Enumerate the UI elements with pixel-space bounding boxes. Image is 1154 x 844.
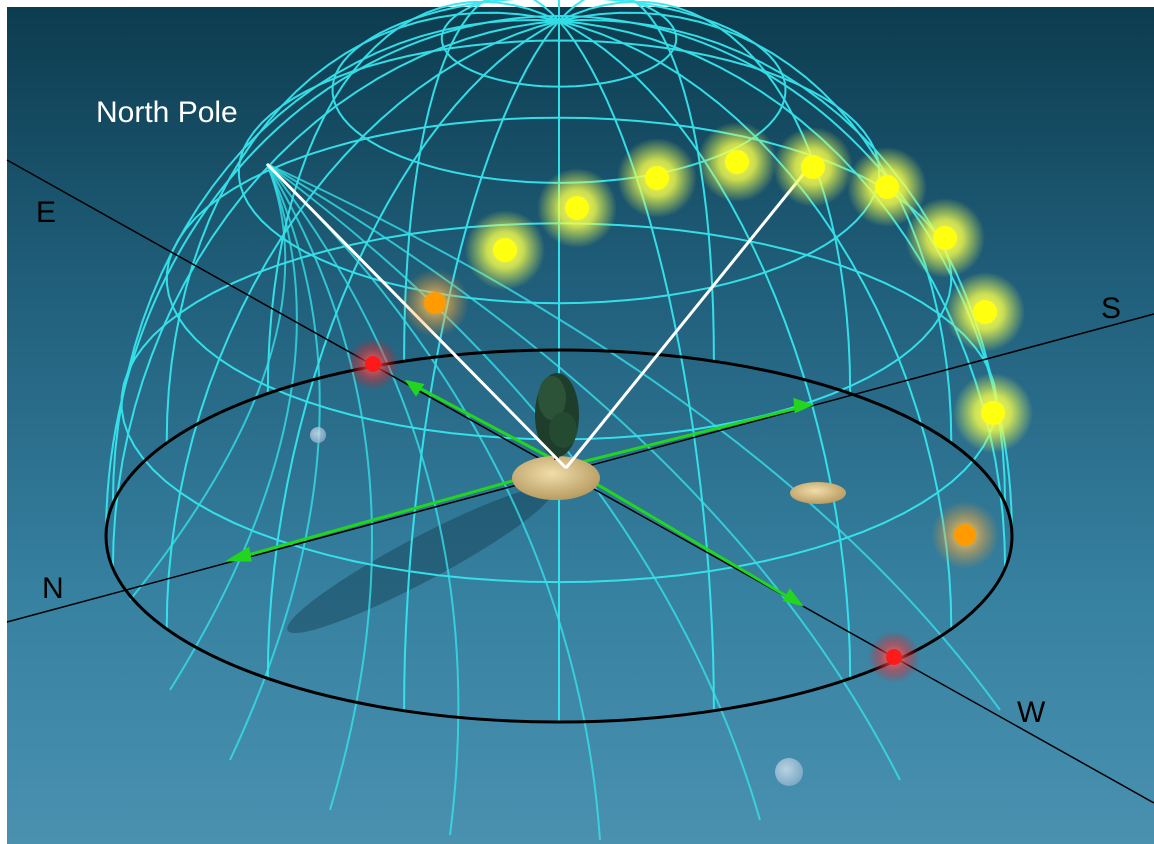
- sun-position-day: [537, 168, 617, 248]
- sun-position-day: [617, 138, 697, 218]
- sun-position-day: [773, 127, 853, 207]
- sun-path: [347, 122, 1033, 683]
- moon-dot: [775, 758, 803, 786]
- hour-circle: [266, 163, 460, 836]
- hour-circle: [129, 163, 287, 601]
- hour-circle: [266, 163, 373, 811]
- moon-dot: [310, 427, 326, 443]
- meridian: [266, 20, 560, 679]
- sun-position-low: [931, 501, 999, 569]
- sun-position-day: [465, 210, 545, 290]
- tree: [535, 373, 579, 460]
- meridian: [111, 18, 560, 504]
- meridian: [165, 20, 560, 629]
- direction-arrows: [224, 379, 815, 607]
- meridian: [558, 20, 852, 679]
- meridian: [111, 20, 560, 569]
- meridian: [165, 11, 560, 444]
- sun-position-day: [847, 147, 927, 227]
- sun-position-sunrise: [347, 338, 399, 390]
- sun-position-day: [953, 373, 1033, 453]
- meridian: [558, 18, 1007, 504]
- label-east: E: [36, 196, 56, 229]
- sun-position-sunset: [868, 631, 920, 683]
- label-south: S: [1101, 292, 1121, 325]
- arrow-south: [565, 403, 811, 468]
- celestial-sphere-grid: [105, 0, 1013, 841]
- sun-position-day: [905, 198, 985, 278]
- sun-position-day: [697, 122, 777, 202]
- label-north-pole: North Pole: [96, 96, 238, 129]
- sun-position-low: [401, 269, 469, 337]
- meridian: [558, 20, 715, 711]
- horizon-circle: [104, 348, 1014, 724]
- arrow-east: [407, 380, 567, 468]
- meridian: [558, 20, 953, 629]
- meridian: [558, 11, 953, 444]
- label-west: W: [1017, 696, 1046, 729]
- arrow-west: [565, 464, 801, 606]
- arrow-south-head: [793, 397, 815, 414]
- meridian: [558, 0, 715, 362]
- hour-circle: [266, 163, 1001, 711]
- island: [512, 456, 600, 500]
- hour-circle: [169, 163, 298, 691]
- arrow-west-head: [782, 588, 804, 607]
- sandbank: [790, 482, 846, 504]
- arrow-east-head: [404, 379, 425, 397]
- arrow-north-head: [224, 546, 252, 562]
- sun-position-day: [945, 272, 1025, 352]
- meridian: [266, 0, 560, 394]
- arrow-north: [229, 464, 567, 562]
- label-north: N: [42, 572, 64, 605]
